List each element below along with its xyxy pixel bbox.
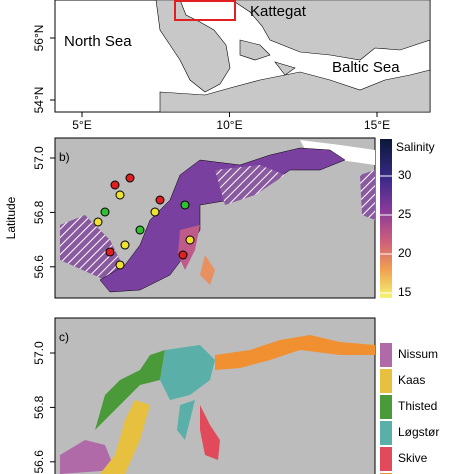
fjord	[200, 405, 220, 460]
land	[155, 0, 231, 93]
legend-swatch	[380, 447, 392, 471]
station	[185, 235, 195, 245]
lat-tick-label: 57.0	[32, 341, 46, 365]
colorbar-tick-label: 15	[398, 285, 412, 299]
station	[155, 195, 165, 205]
panel-label: c)	[59, 330, 69, 344]
fjord	[100, 400, 150, 474]
fjord	[215, 335, 375, 370]
station	[93, 217, 103, 227]
panel-b: Salinity b) Latitude	[4, 137, 435, 299]
colorbar-tick-label: 30	[398, 168, 412, 182]
panel-a: Kattegat North Sea Baltic Sea	[54, 0, 431, 113]
station	[150, 207, 160, 217]
lat-tick-label: 56.8	[32, 395, 46, 419]
legend-swatch	[380, 369, 392, 393]
legend-label: Nissum	[398, 347, 438, 361]
legend-label: Thisted	[398, 399, 437, 413]
station	[110, 180, 120, 190]
land	[159, 69, 431, 113]
stations	[93, 173, 195, 270]
axis-label: Latitude	[4, 196, 18, 239]
fjord	[215, 165, 285, 205]
land	[239, 39, 296, 76]
station	[120, 240, 130, 250]
legend-swatch	[380, 421, 392, 445]
station	[178, 250, 188, 260]
fjord	[177, 400, 195, 440]
study-area-box	[174, 0, 236, 21]
fjord	[160, 345, 215, 400]
lon-tick-label: 5°E	[72, 118, 91, 132]
fjord	[99, 147, 346, 293]
legend-label: Kaas	[398, 373, 425, 387]
station	[125, 173, 135, 183]
colorbar-tick-label: 20	[398, 246, 412, 260]
lat-tick-label: 56.6	[32, 255, 46, 279]
land	[231, 0, 431, 61]
lat-tick-label: 56.8	[32, 200, 46, 224]
lat-tick-label: 54°N	[32, 87, 46, 114]
legend-swatch	[380, 343, 392, 367]
station	[100, 207, 110, 217]
legend-label: Skive	[398, 451, 428, 465]
fjord	[60, 440, 115, 474]
colorbar-title: Salinity	[396, 140, 435, 154]
colorbar-tick-label: 25	[398, 207, 412, 221]
place-label: Kattegat	[250, 3, 307, 20]
station	[135, 225, 145, 235]
station	[115, 190, 125, 200]
fjord	[360, 170, 375, 220]
legend-label: Løgstør	[398, 425, 439, 439]
station	[105, 247, 115, 257]
fjord	[200, 255, 215, 285]
colorbar	[380, 139, 392, 298]
fjord	[60, 215, 125, 280]
lat-tick-label: 57.0	[32, 146, 46, 170]
legend-swatch	[380, 395, 392, 419]
place-label: North Sea	[64, 33, 132, 50]
fjord	[95, 350, 165, 430]
panel-label: b)	[59, 150, 70, 164]
panel-c: c)	[54, 317, 376, 474]
lon-tick-label: 15°E	[364, 118, 390, 132]
station	[115, 260, 125, 270]
place-label: Baltic Sea	[332, 59, 400, 76]
lon-tick-label: 10°E	[216, 118, 242, 132]
sea	[300, 140, 375, 165]
station	[180, 200, 190, 210]
lat-tick-label: 56.6	[32, 450, 46, 474]
lat-tick-label: 56°N	[32, 25, 46, 52]
